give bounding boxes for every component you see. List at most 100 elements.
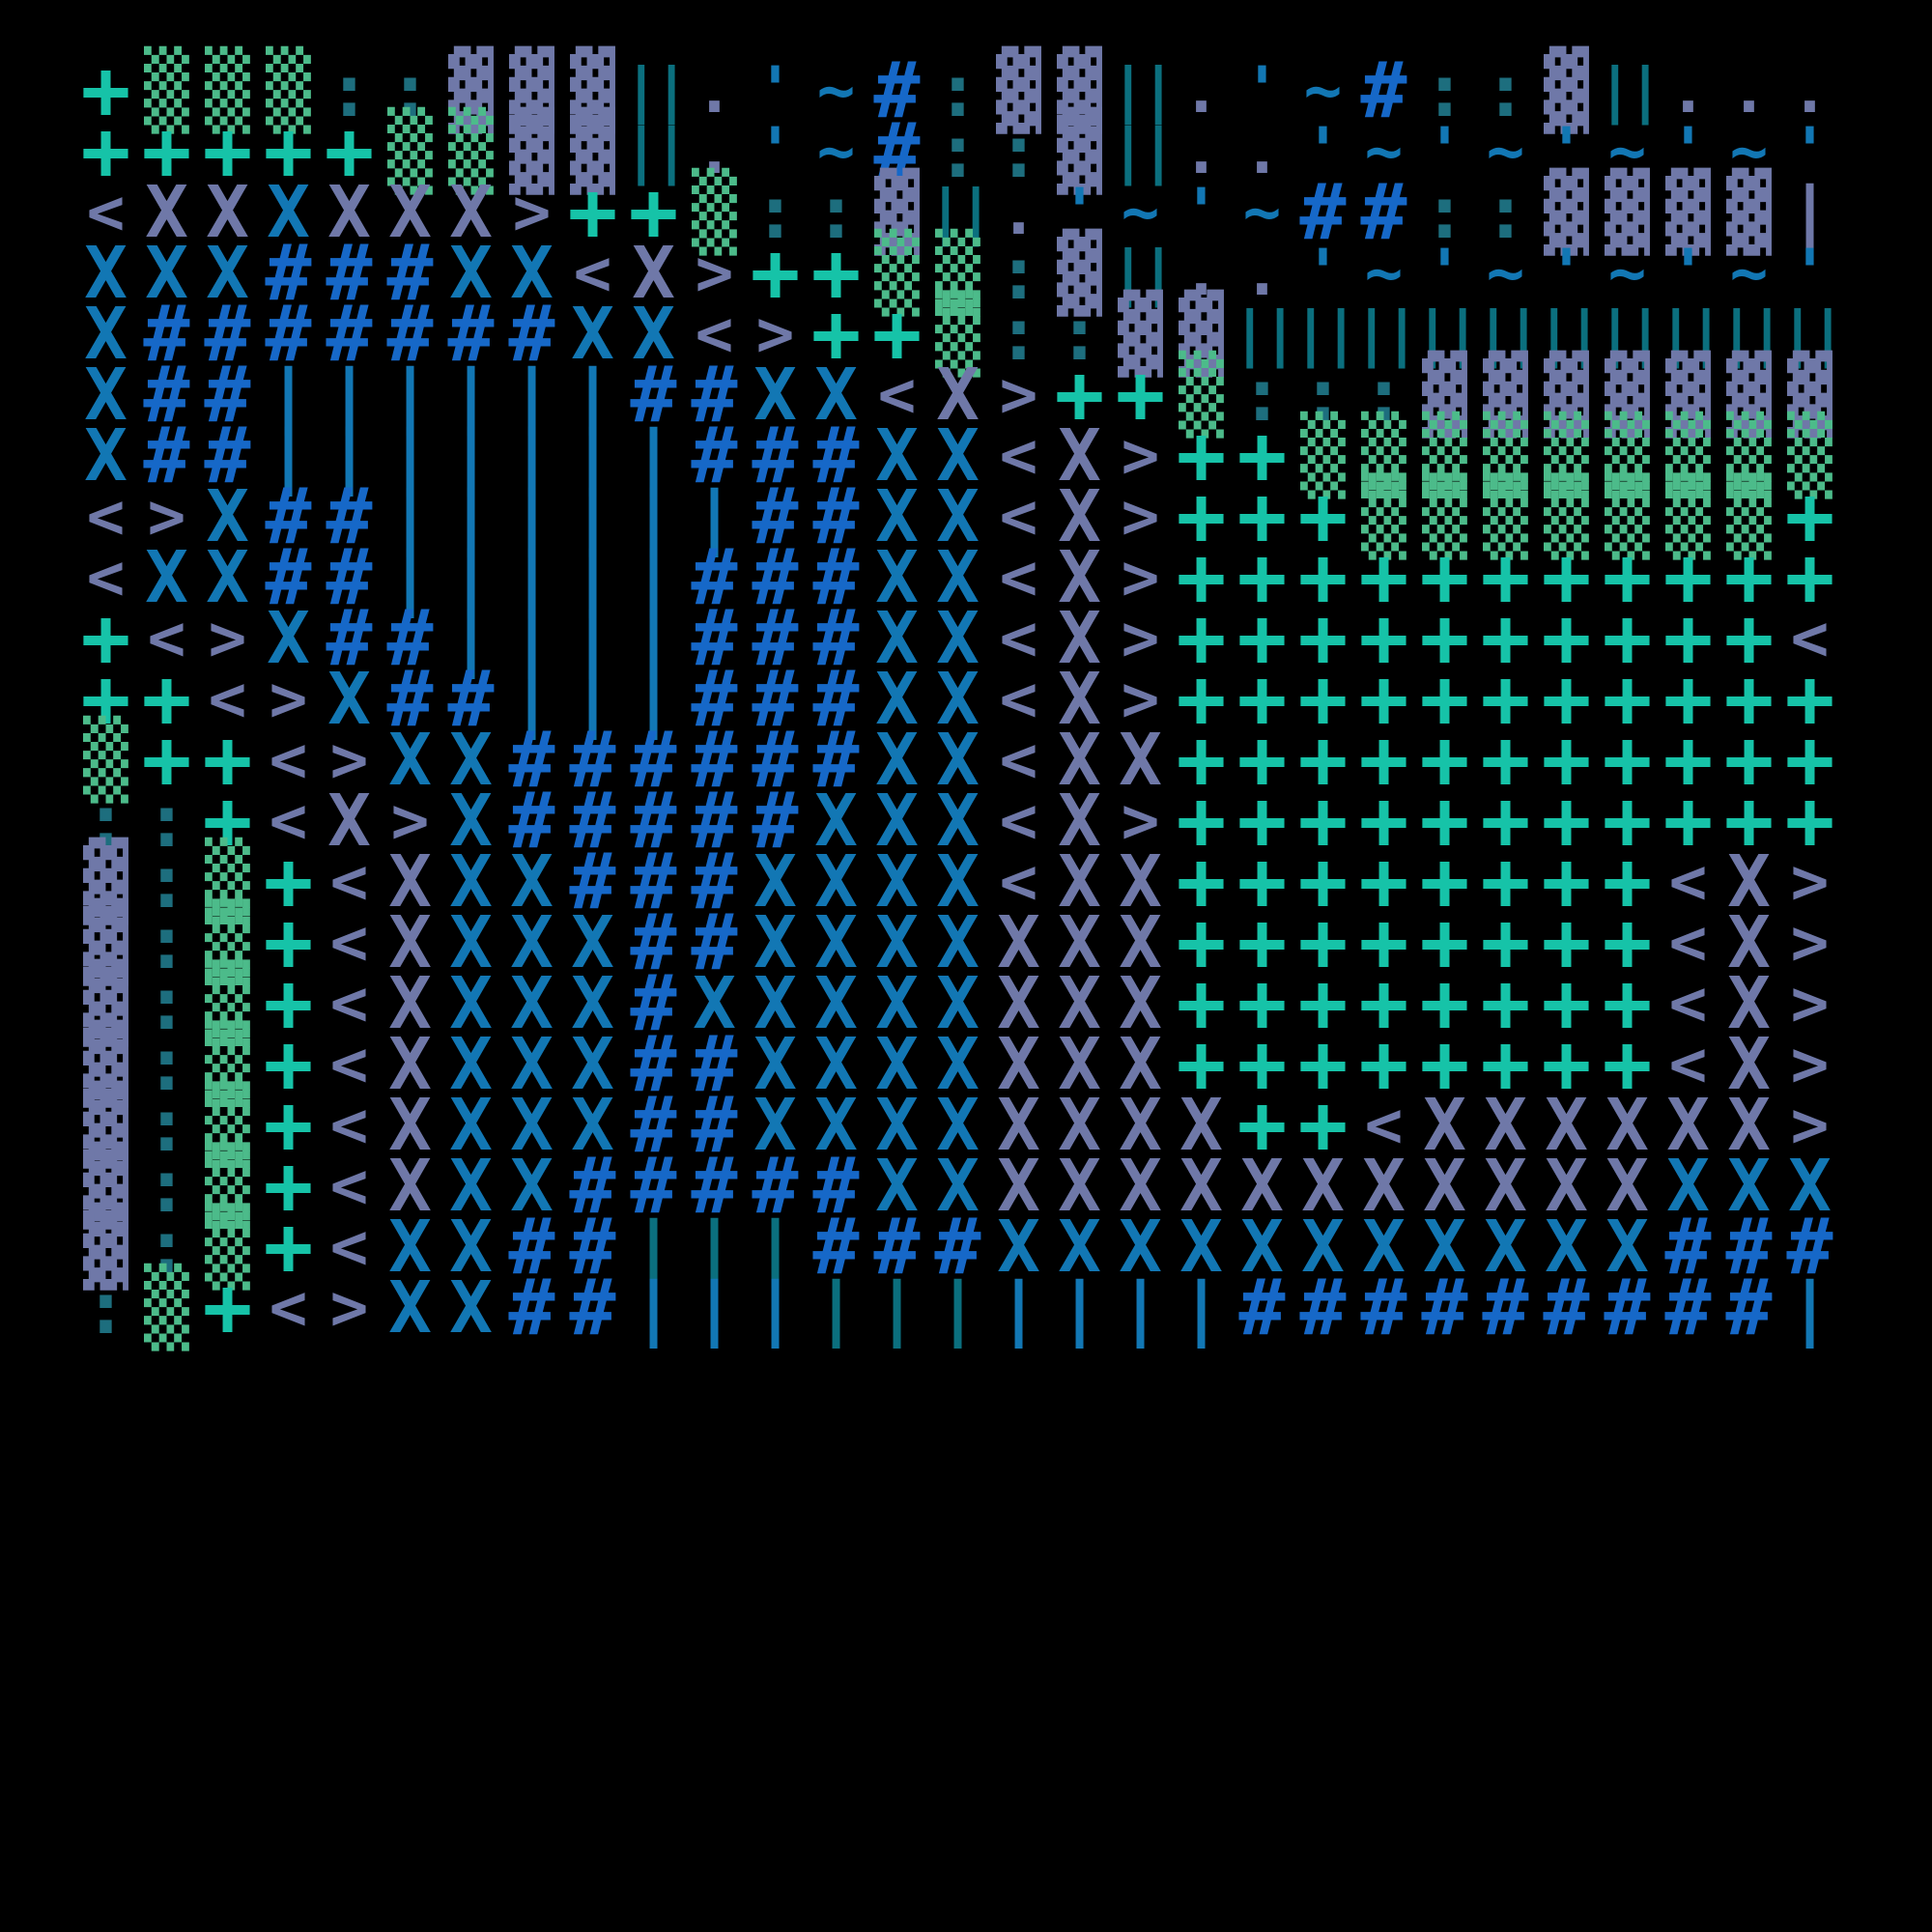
glyph-cell: # bbox=[569, 1262, 616, 1352]
glyph-cell: ~ bbox=[1486, 113, 1525, 188]
glyph-cell: : bbox=[813, 168, 859, 255]
glyph-cell: X bbox=[814, 1083, 858, 1167]
glyph-cell: ▓ bbox=[1726, 168, 1772, 256]
glyph-cell: + bbox=[1236, 1015, 1288, 1113]
glyph-cell: > bbox=[1790, 1087, 1830, 1162]
glyph-cell: | bbox=[327, 354, 371, 436]
glyph-cell: X bbox=[1058, 474, 1101, 558]
glyph-row: + < > X # # | | | | # # # X X < X > + + + + + + + + + + < bbox=[75, 589, 1840, 687]
glyph-cell: + bbox=[263, 1015, 314, 1113]
glyph-cell: < bbox=[999, 539, 1038, 614]
glyph-cell: X bbox=[1362, 1144, 1406, 1228]
glyph-cell: # bbox=[752, 714, 799, 805]
glyph-cell: | bbox=[571, 475, 614, 557]
glyph-cell: X bbox=[388, 1022, 432, 1106]
glyph-cell: X bbox=[267, 170, 310, 254]
glyph-cell: X bbox=[814, 839, 858, 923]
glyph-cell: X bbox=[1058, 1083, 1101, 1167]
glyph-cell: X bbox=[84, 353, 128, 437]
glyph-cell: ▒ bbox=[1665, 472, 1711, 560]
glyph-cell: X bbox=[145, 535, 188, 619]
glyph-cell: > bbox=[695, 235, 734, 310]
glyph-cell: X bbox=[875, 596, 919, 680]
glyph-cell: ▓ bbox=[1422, 351, 1467, 439]
glyph-cell: ~ bbox=[1364, 235, 1404, 310]
glyph-cell: + bbox=[263, 102, 314, 200]
glyph-cell: + bbox=[1297, 528, 1349, 626]
glyph-cell: X bbox=[936, 1144, 980, 1228]
glyph-cell: X bbox=[936, 1083, 980, 1167]
glyph-cell: . bbox=[1790, 52, 1830, 128]
glyph-cell: # bbox=[812, 714, 860, 805]
glyph-cell: # bbox=[508, 1201, 555, 1292]
glyph-cell: X bbox=[510, 839, 554, 923]
glyph-cell: X bbox=[875, 1083, 919, 1167]
glyph-cell: # bbox=[1482, 1262, 1529, 1352]
glyph-cell: + bbox=[1358, 528, 1409, 626]
glyph-cell: # bbox=[630, 714, 677, 805]
glyph-cell: # bbox=[508, 288, 555, 379]
glyph-cell: > bbox=[1121, 539, 1160, 614]
glyph-cell: X bbox=[449, 779, 493, 863]
glyph-cell: X bbox=[388, 1083, 432, 1167]
glyph-cell: + bbox=[1602, 589, 1653, 687]
glyph-cell: : bbox=[144, 1020, 189, 1107]
glyph-cell: : bbox=[935, 46, 980, 133]
glyph-cell: + bbox=[1723, 650, 1775, 748]
glyph-cell: + bbox=[1236, 468, 1288, 565]
glyph-cell: + bbox=[202, 1259, 253, 1356]
glyph-cell: ▒ bbox=[1422, 472, 1467, 560]
glyph-cell: X bbox=[510, 961, 554, 1045]
glyph-cell: X bbox=[936, 718, 980, 802]
glyph-cell: + bbox=[810, 285, 862, 383]
glyph-cell: X bbox=[936, 657, 980, 741]
glyph-cell: X bbox=[1301, 1205, 1345, 1289]
glyph-cell: # bbox=[143, 410, 190, 500]
glyph-cell: | bbox=[632, 597, 675, 679]
glyph-cell: + bbox=[1541, 711, 1592, 809]
glyph-cell: X bbox=[388, 170, 432, 254]
glyph-cell: ' bbox=[1060, 174, 1099, 249]
glyph-cell: | bbox=[632, 414, 675, 497]
glyph-cell: | bbox=[1788, 171, 1832, 253]
glyph-cell: # bbox=[812, 1201, 860, 1292]
glyph-cell: X bbox=[1423, 1205, 1466, 1289]
glyph-cell: ~ bbox=[816, 113, 856, 188]
glyph-cell: ▓ bbox=[1483, 351, 1528, 439]
glyph-cell: X bbox=[1119, 718, 1162, 802]
glyph-cell: # bbox=[508, 775, 555, 866]
glyph-cell: # bbox=[326, 227, 373, 318]
glyph-cell: > bbox=[147, 478, 186, 554]
glyph-cell: + bbox=[1176, 528, 1227, 626]
glyph-cell: + bbox=[1419, 894, 1470, 991]
glyph-cell: X bbox=[571, 900, 614, 984]
glyph-cell: || bbox=[1293, 298, 1359, 369]
glyph-cell: + bbox=[1176, 1015, 1227, 1113]
glyph-row: < X X X X X X > + + ▒:: ▓ ||. ' ~ ' ~ # #:: ▓ ▓ ▓ ▓ | bbox=[75, 168, 1840, 256]
glyph-cell: X bbox=[388, 1265, 432, 1350]
glyph-cell: + bbox=[1054, 346, 1105, 443]
glyph-cell: # bbox=[1360, 1262, 1407, 1352]
glyph-row: + ▒ ▒ ▒:: ▓ ▓ ▓ ||. ' ~ #: ▓ ▓ ||. ' ~ #:: ▓ ||... bbox=[75, 44, 1840, 135]
glyph-cell: + bbox=[1358, 589, 1409, 687]
glyph-cell: + bbox=[1602, 772, 1653, 869]
glyph-cell: | bbox=[510, 354, 554, 436]
glyph-cell: # bbox=[569, 1201, 616, 1292]
glyph-cell: | bbox=[632, 658, 675, 740]
glyph-cell: | bbox=[814, 1266, 858, 1349]
glyph-cell: | bbox=[449, 354, 493, 436]
glyph-cell: ~ bbox=[1729, 113, 1769, 188]
glyph-cell: # bbox=[386, 227, 434, 318]
glyph-cell: | bbox=[327, 414, 371, 497]
glyph-cell: X bbox=[84, 413, 128, 497]
glyph-cell: | bbox=[997, 1266, 1040, 1349]
glyph-cell: > bbox=[329, 722, 369, 797]
glyph-cell: + bbox=[1662, 589, 1714, 687]
glyph-cell: # bbox=[1360, 44, 1407, 135]
glyph-cell: X bbox=[1179, 1205, 1223, 1289]
glyph-cell: + bbox=[1541, 650, 1592, 748]
glyph-cell: ▒ bbox=[1422, 412, 1467, 499]
glyph-cell: + bbox=[750, 224, 801, 322]
glyph-cell: # bbox=[1238, 1262, 1286, 1352]
glyph-cell: + bbox=[1176, 954, 1227, 1052]
